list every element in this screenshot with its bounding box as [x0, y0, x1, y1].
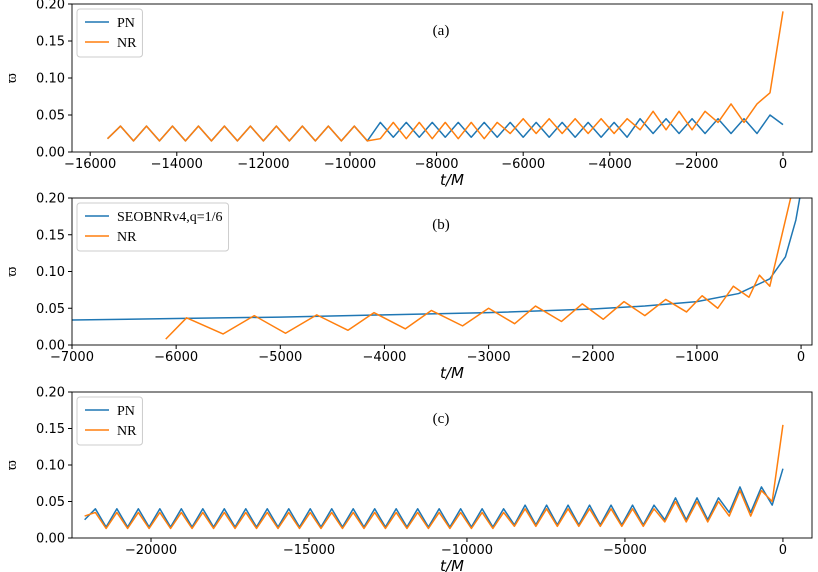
- x-tick-label: −5000: [603, 543, 647, 558]
- y-tick-label: 0.15: [36, 422, 65, 437]
- axes-frame: [71, 197, 813, 346]
- x-tick-label: −2000: [674, 157, 718, 172]
- x-tick-label: −1000: [675, 350, 719, 365]
- series-line: [84, 468, 784, 528]
- y-tick-label: 0.15: [36, 228, 65, 243]
- series-line: [72, 198, 801, 321]
- x-tick-label: 0: [797, 350, 805, 365]
- y-axis-label: ϖ: [4, 73, 20, 83]
- legend-label: PN: [117, 16, 135, 31]
- x-tick-label: 0: [779, 543, 787, 558]
- x-tick-label: −6000: [154, 350, 198, 365]
- y-tick-label: 0.20: [36, 0, 65, 13]
- series-line: [106, 11, 784, 142]
- y-tick-label: 0.15: [36, 35, 65, 50]
- legend-label: SEOBNRv4,q=1/6: [117, 210, 223, 225]
- x-tick-label: −3000: [467, 350, 511, 365]
- y-tick-label: 0.00: [36, 532, 65, 547]
- axes-frame: [71, 3, 813, 153]
- x-tick-label: −6000: [501, 157, 545, 172]
- x-tick-label: −15000: [283, 543, 335, 558]
- y-tick-label: 0.20: [36, 192, 65, 207]
- x-axis-label: t/M: [440, 557, 464, 572]
- legend-label: NR: [117, 36, 137, 51]
- x-tick-label: −4000: [362, 350, 406, 365]
- x-tick-label: −16000: [64, 157, 116, 172]
- legend-label: NR: [117, 230, 137, 245]
- y-tick-label: 0.20: [36, 386, 65, 401]
- x-tick-label: −8000: [415, 157, 459, 172]
- series-line: [84, 424, 784, 530]
- x-tick-label: −14000: [151, 157, 203, 172]
- y-axis-label: ϖ: [4, 266, 20, 276]
- legend-frame: [76, 202, 230, 252]
- legend-label: NR: [117, 424, 137, 439]
- x-tick-label: −7000: [50, 350, 94, 365]
- x-axis-label: t/M: [440, 171, 464, 189]
- y-tick-label: 0.05: [36, 302, 65, 317]
- y-tick-label: 0.00: [36, 339, 65, 354]
- legend-frame: [76, 8, 143, 58]
- annotation: (b): [432, 217, 450, 233]
- legend-label: PN: [117, 404, 135, 419]
- x-tick-label: −10000: [441, 543, 493, 558]
- annotation: (c): [433, 411, 450, 427]
- x-tick-label: −10000: [324, 157, 376, 172]
- y-tick-label: 0.10: [36, 459, 65, 474]
- y-axis-label: ϖ: [4, 460, 20, 470]
- x-tick-label: −20000: [125, 543, 177, 558]
- axes-frame: [71, 391, 813, 539]
- x-tick-label: −5000: [258, 350, 302, 365]
- y-tick-label: 0.10: [36, 72, 65, 87]
- x-tick-label: −2000: [571, 350, 615, 365]
- legend-frame: [76, 396, 143, 446]
- x-axis-label: t/M: [440, 364, 464, 382]
- y-tick-label: 0.05: [36, 495, 65, 510]
- y-tick-label: 0.10: [36, 265, 65, 280]
- x-tick-label: −4000: [588, 157, 632, 172]
- y-tick-label: 0.05: [36, 109, 65, 124]
- annotation: (a): [433, 23, 450, 39]
- series-line: [165, 198, 792, 340]
- x-tick-label: 0: [779, 157, 787, 172]
- y-tick-label: 0.00: [36, 146, 65, 161]
- x-tick-label: −12000: [237, 157, 289, 172]
